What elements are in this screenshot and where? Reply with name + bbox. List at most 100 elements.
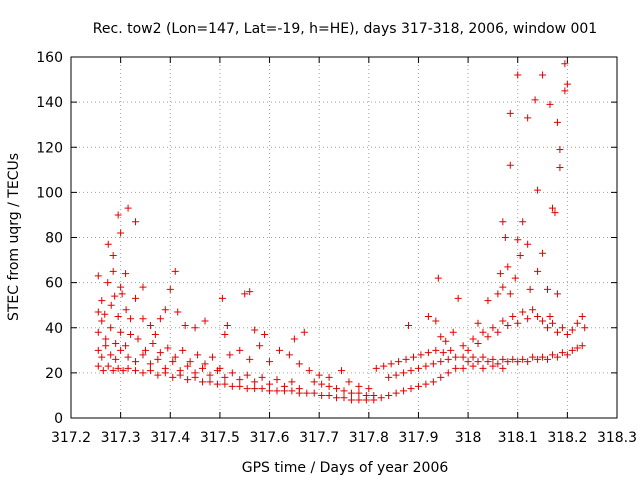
data-point <box>499 317 507 325</box>
data-point <box>176 371 184 379</box>
data-point <box>432 317 440 325</box>
data-point <box>414 382 422 390</box>
data-point <box>104 279 112 287</box>
data-point <box>94 362 102 370</box>
data-point <box>122 342 130 350</box>
data-point <box>534 186 542 194</box>
data-point <box>228 369 236 377</box>
data-point <box>310 378 318 386</box>
data-point <box>578 342 586 350</box>
data-point <box>124 364 132 372</box>
data-point <box>484 297 492 305</box>
y-tick-label: 100 <box>36 185 63 201</box>
data-point <box>479 364 487 372</box>
data-point <box>243 371 251 379</box>
data-point <box>385 373 393 381</box>
data-point <box>558 349 566 357</box>
data-point <box>94 346 102 354</box>
data-point <box>221 380 229 388</box>
data-point <box>402 355 410 363</box>
data-point <box>524 315 532 323</box>
y-tick-label: 20 <box>45 366 63 382</box>
data-point <box>484 358 492 366</box>
data-point <box>405 321 413 329</box>
data-point <box>494 360 502 368</box>
data-point <box>101 310 109 318</box>
y-tick-label: 160 <box>36 50 63 66</box>
data-point <box>524 114 532 122</box>
data-point <box>206 371 214 379</box>
y-tick-label: 140 <box>36 95 63 111</box>
data-point <box>424 312 432 320</box>
data-point <box>563 80 571 88</box>
data-point <box>295 389 303 397</box>
data-point <box>464 346 472 354</box>
data-point <box>380 362 388 370</box>
data-point <box>218 294 226 302</box>
data-point <box>201 317 209 325</box>
axes: 317.2 317.3 317.4 317.5 317.6 317.7 317.8 317.9… <box>36 50 637 446</box>
data-point <box>132 294 140 302</box>
data-point <box>325 391 333 399</box>
data-point <box>385 391 393 399</box>
x-axis-label: GPS time / Days of year 2006 <box>242 460 449 476</box>
data-point <box>111 292 119 300</box>
data-point <box>164 344 172 352</box>
data-point <box>114 364 122 372</box>
data-point <box>544 355 552 363</box>
data-point <box>151 331 159 339</box>
data-point <box>372 364 380 372</box>
x-tick-label: 318.2 <box>547 430 587 446</box>
data-point <box>109 267 117 275</box>
data-point <box>479 328 487 336</box>
data-point <box>578 312 586 320</box>
data-point <box>546 100 554 108</box>
data-point <box>563 351 571 359</box>
data-point <box>519 308 527 316</box>
data-point <box>434 274 442 282</box>
data-point <box>94 328 102 336</box>
data-point <box>191 373 199 381</box>
data-point <box>258 385 266 393</box>
data-point <box>568 346 576 354</box>
data-point <box>300 328 308 336</box>
x-tick-label: 317.9 <box>398 430 438 446</box>
data-point <box>494 290 502 298</box>
data-point <box>118 290 126 298</box>
data-point <box>149 340 157 348</box>
data-point <box>395 358 403 366</box>
data-point <box>107 324 115 332</box>
data-point <box>156 315 164 323</box>
x-tick-label: 318.3 <box>597 430 637 446</box>
data-point <box>506 161 514 169</box>
data-point <box>392 389 400 397</box>
data-point <box>141 346 149 354</box>
data-point <box>223 321 231 329</box>
data-point <box>548 319 556 327</box>
data-point <box>573 319 581 327</box>
data-point <box>464 358 472 366</box>
data-point <box>251 378 259 386</box>
data-point <box>355 389 363 397</box>
data-point <box>429 378 437 386</box>
data-point <box>285 351 293 359</box>
data-point <box>437 373 445 381</box>
data-point <box>504 321 512 329</box>
data-point <box>489 362 497 370</box>
data-point <box>146 367 154 375</box>
data-point <box>534 312 542 320</box>
data-point <box>400 369 408 377</box>
data-point <box>347 396 355 404</box>
data-point <box>544 324 552 332</box>
data-point <box>489 324 497 332</box>
data-point <box>275 346 283 354</box>
data-point <box>154 355 162 363</box>
data-point <box>107 301 115 309</box>
data-point <box>355 382 363 390</box>
data-point <box>98 317 106 325</box>
data-point <box>201 360 209 368</box>
data-point <box>432 346 440 354</box>
data-point <box>539 249 547 257</box>
data-point <box>444 369 452 377</box>
data-point <box>511 274 519 282</box>
